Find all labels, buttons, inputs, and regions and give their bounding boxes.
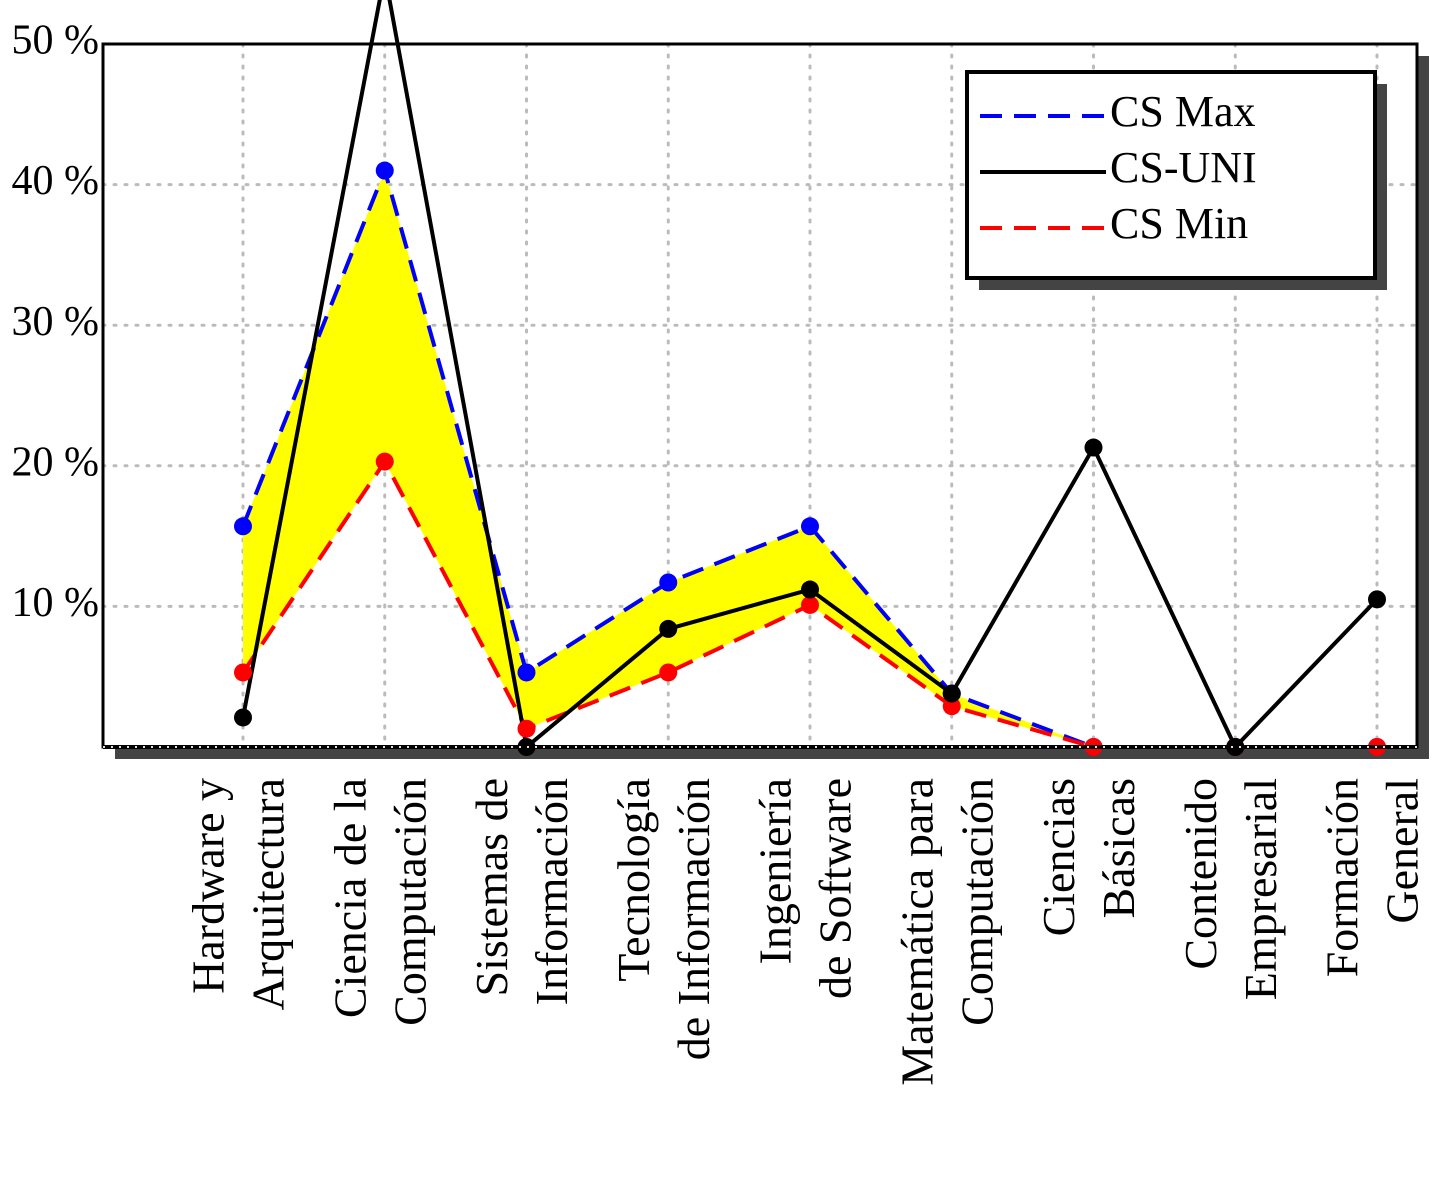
x-tick-label: Computación (384, 778, 435, 1026)
data-point (801, 517, 819, 536)
data-point (1368, 590, 1386, 609)
data-point (942, 697, 961, 716)
x-tick-label: Contenido (1175, 778, 1226, 970)
data-point (1084, 438, 1103, 457)
data-point (375, 452, 394, 471)
data-point (659, 663, 678, 682)
y-tick-label: 20 % (12, 439, 100, 485)
data-point (659, 573, 678, 592)
data-point (517, 719, 536, 738)
data-point (659, 619, 678, 638)
x-tick-label: Computación (951, 778, 1002, 1026)
x-tick-label: Formación (1317, 778, 1368, 977)
x-tick-label: General (1377, 778, 1428, 924)
x-tick-label: de Información (668, 778, 719, 1060)
data-point (517, 663, 536, 682)
legend-label: CS-UNI (1110, 143, 1257, 192)
data-point (801, 580, 819, 599)
y-tick-label: 30 % (12, 299, 100, 345)
x-tick-label: de Software (810, 778, 861, 999)
x-tick-label: Empresarial (1235, 778, 1286, 1000)
data-point (942, 684, 961, 703)
x-tick-label: Ingeniería (750, 778, 801, 964)
x-tick-label: Matemática para (891, 778, 942, 1086)
data-point (234, 663, 252, 682)
data-point (234, 708, 252, 727)
x-tick-label: Información (526, 778, 577, 1005)
y-tick-label: 10 % (12, 580, 100, 626)
x-tick-label: Ciencia de la (324, 778, 375, 1018)
data-point (234, 517, 252, 536)
x-tick-label: Básicas (1093, 778, 1144, 919)
y-tick-label: 50 % (12, 18, 100, 64)
legend-label: CS Max (1110, 87, 1255, 136)
legend (965, 70, 1377, 280)
x-tick-label: Arquitectura (243, 778, 294, 1010)
legend-label: CS Min (1110, 199, 1248, 248)
data-point (375, 161, 394, 180)
x-tick-label: Sistemas de (466, 778, 517, 996)
x-tick-label: Hardware y (183, 778, 234, 994)
x-tick-label: Ciencias (1033, 778, 1084, 936)
x-tick-label: Tecnología (608, 778, 659, 982)
data-point (801, 595, 819, 614)
y-tick-label: 40 % (12, 158, 100, 204)
